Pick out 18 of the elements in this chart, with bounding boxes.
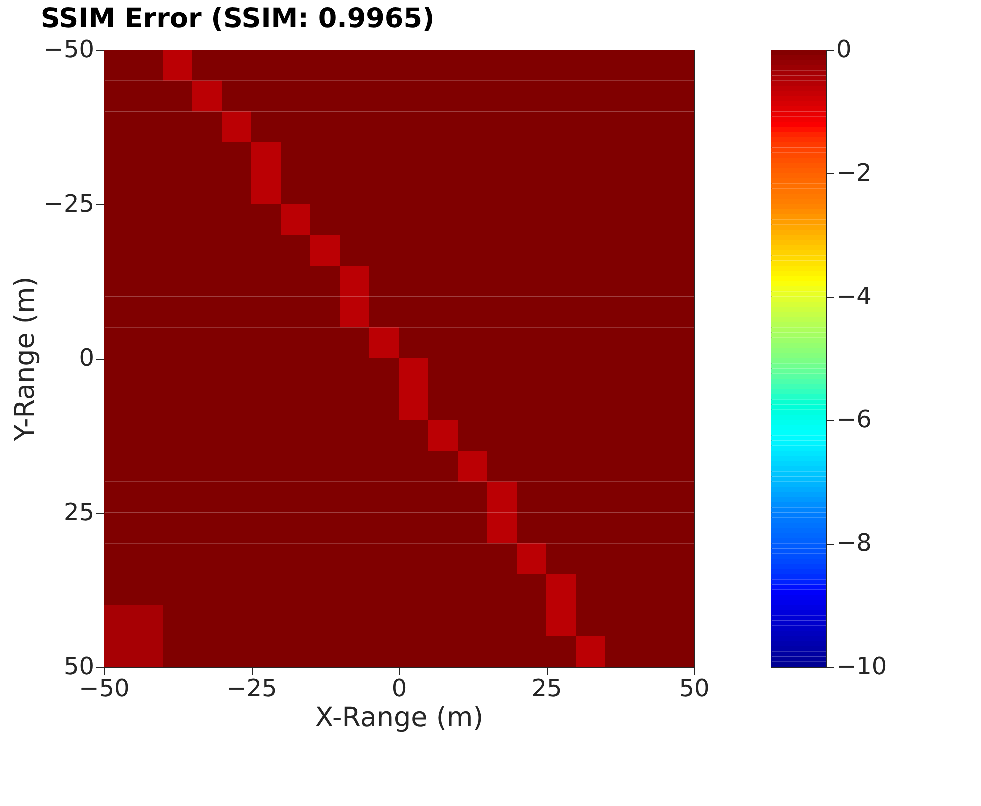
y-tick-label: −25 [44,190,94,218]
x-tick-label: 25 [532,674,562,702]
color-bar-label: −8 [836,529,872,558]
y-tick-label: 25 [64,498,94,526]
color-bar-label: −2 [836,158,872,187]
color-bar-label: −4 [836,282,872,310]
y-tick-label: 50 [64,652,94,680]
x-axis-title: X-Range (m) [315,702,484,734]
x-tick-label: 0 [392,674,408,702]
y-axis-title: Y-Range (m) [10,276,41,442]
y-tick-label: −50 [44,36,94,64]
y-tick-label: 0 [79,344,94,372]
color-bar-label: −6 [836,406,872,434]
x-tick-label: −25 [226,674,278,702]
x-tick-label: 50 [679,674,710,702]
chart-title: SSIM Error (SSIM: 0.9965) [40,4,435,34]
color-bar-label: −10 [836,652,888,680]
color-bar-label: 0 [836,36,852,64]
